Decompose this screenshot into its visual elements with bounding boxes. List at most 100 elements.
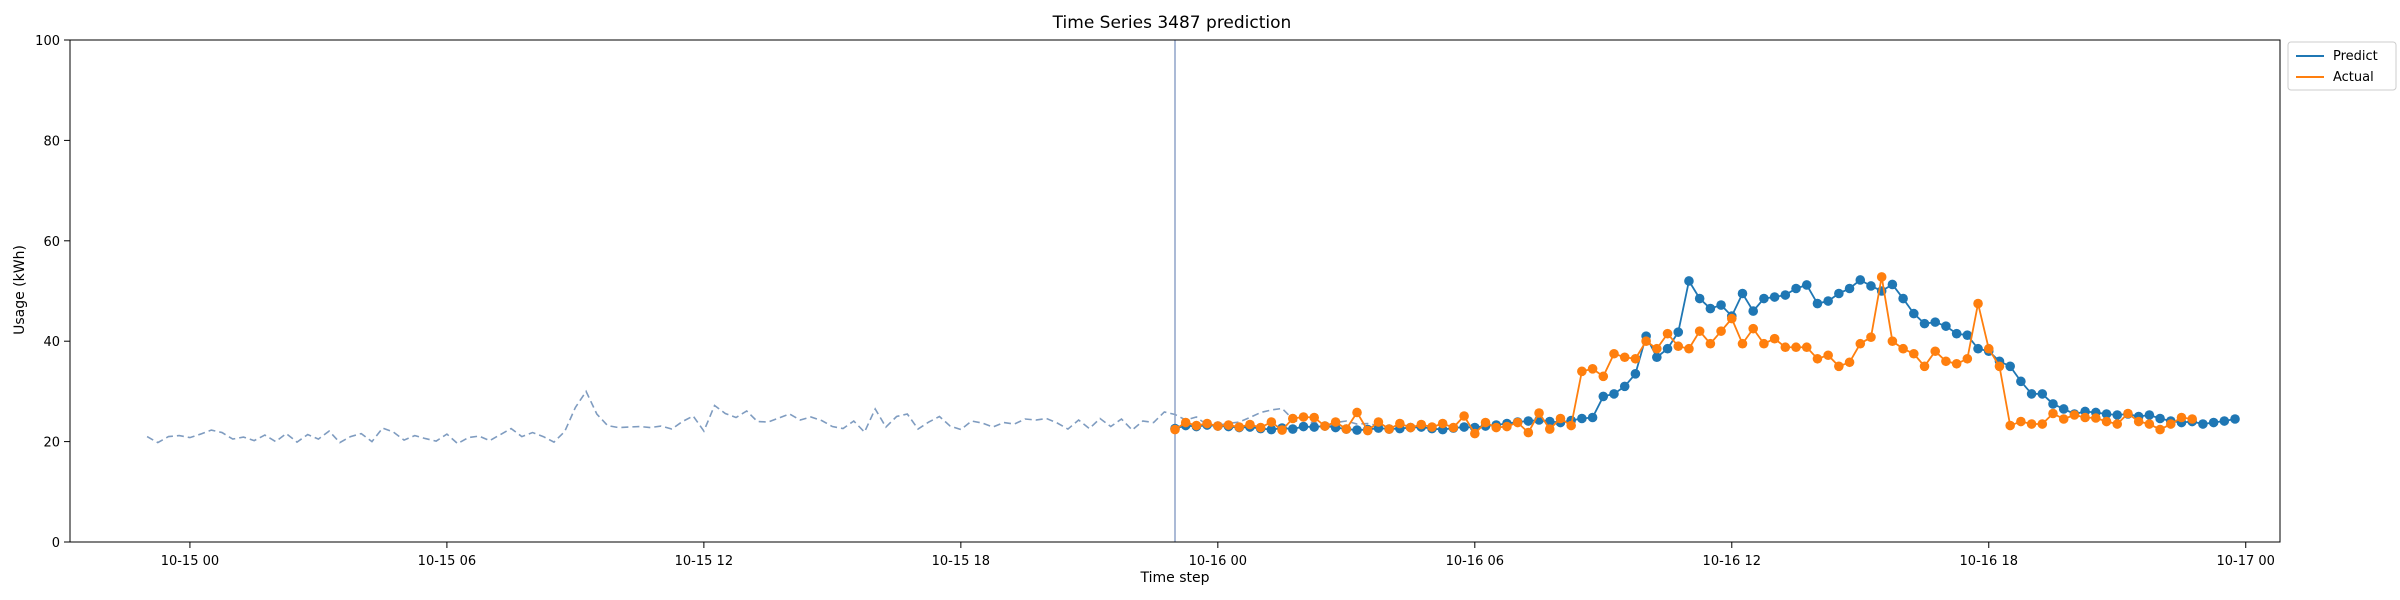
actual-point-12	[1298, 412, 1309, 422]
actual-point-35	[1544, 424, 1555, 434]
predict-point-49	[1694, 293, 1705, 304]
actual-point-74	[1962, 353, 1973, 364]
predict-point-79	[2016, 376, 2026, 387]
x-axis-label: Time step	[1140, 570, 1210, 586]
actual-point-60	[1812, 353, 1823, 364]
actual-point-7	[1245, 419, 1255, 430]
predict-point-81	[2037, 389, 2048, 399]
predict-point-65	[1866, 281, 1876, 291]
actual-point-9	[1266, 417, 1277, 427]
actual-point-95	[2187, 414, 2197, 424]
predict-point-12	[1298, 421, 1309, 432]
predict-point-56	[1769, 292, 1780, 302]
predict-point-96	[2198, 419, 2208, 429]
actual-point-2	[1191, 420, 1202, 431]
actual-point-4	[1213, 421, 1223, 431]
predict-point-97	[2208, 417, 2219, 428]
actual-point-5	[1223, 420, 1234, 430]
actual-point-55	[1759, 338, 1769, 349]
actual-point-13	[1309, 412, 1319, 423]
plot-area	[146, 40, 2240, 542]
actual-point-88	[2112, 419, 2123, 429]
predict-point-50	[1705, 303, 1716, 314]
actual-point-73	[1951, 358, 1962, 369]
history-line	[146, 389, 1379, 445]
actual-point-90	[2133, 416, 2144, 427]
actual-point-84	[2069, 410, 2080, 420]
actual-point-32	[1512, 417, 1523, 428]
predict-point-42	[1619, 381, 1630, 392]
actual-point-71	[1930, 346, 1941, 357]
predict-point-68	[1898, 293, 1908, 304]
predict-point-83	[2058, 404, 2069, 414]
predict-point-92	[2155, 413, 2165, 424]
x-tick-label-7: 10-16 18	[1960, 554, 2018, 569]
actual-point-38	[1577, 366, 1587, 377]
actual-point-68	[1898, 343, 1908, 354]
predict-point-45	[1652, 352, 1662, 363]
actual-point-86	[2091, 413, 2101, 423]
actual-point-52	[1726, 313, 1737, 324]
actual-point-50	[1705, 338, 1716, 349]
actual-point-67	[1887, 336, 1898, 347]
actual-point-25	[1437, 418, 1448, 429]
predict-point-73	[1951, 328, 1962, 339]
actual-point-20	[1384, 424, 1394, 434]
y-tick-label-5: 100	[35, 34, 60, 49]
actual-point-85	[2080, 412, 2090, 423]
actual-point-89	[2123, 408, 2133, 419]
actual-point-56	[1769, 333, 1780, 344]
predict-point-11	[1287, 424, 1298, 434]
actual-point-76	[1983, 343, 1994, 354]
x-tick-label-8: 10-17 00	[2217, 554, 2275, 569]
predict-point-69	[1909, 308, 1919, 319]
actual-point-83	[2058, 414, 2069, 424]
actual-point-91	[2144, 419, 2155, 429]
predict-point-55	[1759, 293, 1769, 304]
predict-point-48	[1684, 276, 1694, 286]
actual-point-3	[1202, 418, 1212, 429]
predict-point-60	[1812, 298, 1823, 309]
actual-point-24	[1427, 422, 1437, 432]
predict-point-75	[1973, 343, 1983, 354]
actual-point-81	[2037, 419, 2048, 429]
predict-point-63	[1844, 283, 1855, 294]
actual-point-31	[1502, 421, 1512, 432]
actual-point-45	[1652, 343, 1662, 354]
actual-point-44	[1641, 336, 1651, 347]
actual-point-53	[1737, 338, 1748, 349]
actual-point-77	[1994, 361, 2005, 372]
actual-point-78	[2005, 420, 2015, 431]
predict-line	[1174, 278, 2236, 431]
chart-title: Time Series 3487 prediction	[1052, 13, 1292, 33]
actual-point-18	[1362, 425, 1373, 436]
actual-point-66	[1876, 272, 1887, 282]
predict-point-71	[1930, 317, 1941, 327]
legend-actual-label: Actual	[2333, 70, 2374, 85]
actual-point-61	[1823, 350, 1833, 361]
actual-point-75	[1973, 298, 1983, 309]
predict-point-64	[1855, 275, 1866, 285]
actual-point-69	[1909, 348, 1919, 359]
actual-point-28	[1470, 428, 1480, 439]
actual-point-63	[1844, 357, 1855, 368]
actual-point-65	[1866, 332, 1876, 342]
actual-point-80	[2026, 419, 2037, 429]
actual-point-16	[1341, 424, 1352, 434]
actual-point-41	[1609, 348, 1619, 359]
x-tick-label-1: 10-15 06	[418, 554, 476, 569]
plot-frame	[69, 39, 2281, 543]
predict-point-51	[1716, 300, 1726, 310]
actual-point-33	[1523, 427, 1534, 438]
actual-point-21	[1395, 418, 1405, 429]
x-tick-label-5: 10-16 06	[1446, 554, 1504, 569]
predict-point-82	[2048, 399, 2058, 409]
actual-point-19	[1373, 417, 1384, 427]
predict-point-40	[1598, 391, 1609, 402]
actual-point-42	[1619, 352, 1630, 363]
predict-point-46	[1662, 343, 1673, 354]
actual-point-1	[1180, 417, 1191, 428]
actual-line	[1174, 276, 2193, 436]
x-axis: 10-15 00 10-15 06 10-15 12 10-15 18 10-16 00…	[161, 542, 2275, 569]
